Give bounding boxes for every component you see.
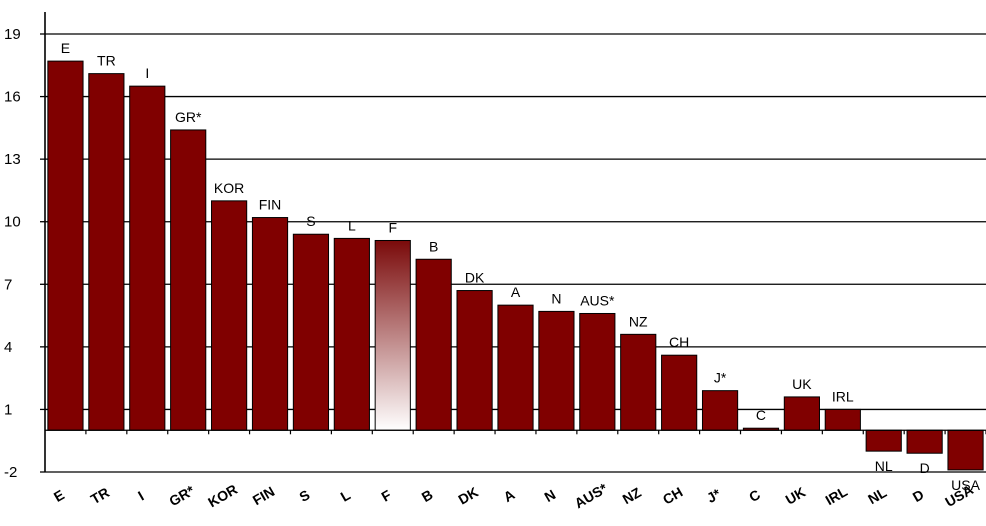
bar-label: UK: [792, 376, 812, 392]
y-tick-label: 10: [4, 214, 21, 231]
x-category-label: AUS*: [572, 480, 611, 512]
bar-label: N: [551, 290, 561, 306]
x-category-label: TR: [88, 484, 112, 507]
x-category-label: FIN: [250, 483, 278, 508]
x-category-label: KOR: [205, 481, 240, 510]
bar-label: CH: [669, 334, 689, 350]
bar-label: GR*: [175, 109, 202, 125]
y-tick-label: 4: [4, 339, 12, 356]
bar-label: L: [348, 217, 356, 233]
bar-label: AUS*: [580, 292, 615, 308]
x-category-label: N: [542, 486, 559, 505]
x-category-label: E: [51, 486, 67, 505]
bar-uk: [783, 396, 820, 431]
bar-d: [906, 429, 943, 454]
x-category-label: DK: [455, 484, 481, 508]
y-axis-ticks: 19 16 13 10 7 4 1 -2: [4, 26, 45, 481]
bar-j: [701, 390, 739, 431]
bar-label: I: [145, 65, 149, 81]
bar-label: E: [61, 40, 70, 56]
y-tick-label: -2: [4, 464, 17, 481]
bar-label: D: [920, 460, 930, 476]
x-category-label: C: [746, 486, 763, 505]
x-category-label: S: [296, 486, 312, 505]
y-tick-label: 7: [4, 276, 12, 293]
bar-ch: [661, 354, 698, 431]
x-category-label: B: [419, 486, 436, 505]
bar-nz: [620, 333, 657, 431]
bar-nl: [865, 429, 902, 452]
x-category-label: NL: [865, 484, 890, 507]
bar-label: C: [756, 407, 766, 423]
bar-i: [129, 85, 166, 431]
bars: [47, 60, 984, 471]
x-category-label: IRL: [823, 483, 851, 508]
data-labels: E TR I GR* KOR FIN S L F B DK A N AUS* NZ CH J* C UK IRL NL D…: [61, 40, 981, 493]
bar-dk: [456, 290, 493, 431]
bar-label: TR: [97, 53, 116, 69]
axes: [44, 12, 986, 472]
bar-b: [415, 258, 452, 431]
bar-l: [333, 237, 370, 431]
x-category-label: D: [910, 486, 927, 505]
y-tick-label: 13: [4, 151, 21, 168]
bar-e: [47, 60, 84, 431]
bar-n: [538, 310, 575, 431]
bar-aus: [579, 312, 616, 431]
bar-label: A: [511, 284, 521, 300]
bar-tr: [88, 73, 125, 431]
bar-label: NZ: [629, 313, 648, 329]
bar-gr: [170, 129, 207, 431]
x-category-label: UK: [783, 484, 809, 508]
x-category-label: J*: [704, 485, 724, 506]
x-category-label: GR*: [166, 482, 197, 509]
x-category-label: I: [135, 488, 146, 504]
bar-kor: [211, 200, 248, 431]
bar-irl: [824, 408, 861, 431]
x-axis-category-labels: E TR I GR* KOR FIN S L F B DK A N AUS* NZ CH J* C UK IRL NL D…: [51, 480, 976, 512]
bar-label: NL: [875, 458, 893, 474]
bar-label: IRL: [832, 388, 854, 404]
x-category-label: F: [379, 486, 395, 504]
bar-usa: [947, 429, 984, 471]
y-tick-label: 1: [4, 401, 12, 418]
y-tick-label: 19: [4, 26, 21, 43]
x-category-label: A: [501, 486, 518, 505]
bar-label: F: [388, 219, 397, 235]
x-category-label: CH: [660, 484, 686, 508]
bar-label: J*: [714, 370, 727, 386]
bar-label: FIN: [259, 197, 282, 213]
x-category-label: L: [338, 486, 354, 504]
bar-a: [497, 304, 534, 431]
y-tick-label: 16: [4, 89, 21, 106]
bar-label: DK: [465, 270, 485, 286]
bar-s: [292, 233, 330, 431]
bar-label: KOR: [214, 180, 244, 196]
bar-fin: [251, 217, 289, 431]
x-category-label: NZ: [620, 484, 645, 507]
bar-f: [374, 239, 411, 431]
bar-label: S: [306, 213, 315, 229]
bar-label: B: [429, 238, 438, 254]
bar-label: USA: [951, 477, 980, 493]
